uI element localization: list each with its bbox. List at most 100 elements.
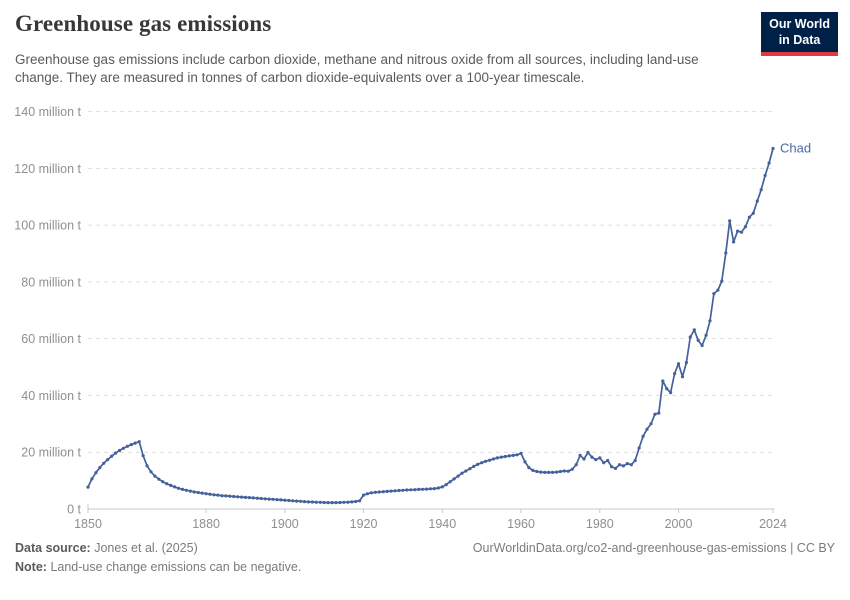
data-point [736,229,740,233]
data-point [692,328,696,332]
data-point [287,498,291,503]
data-source-line: Data source: Jones et al. (2025) [15,541,301,555]
data-point [728,219,732,223]
data-point [169,483,173,487]
data-point [574,463,578,467]
data-point [755,199,759,203]
data-point [476,462,480,466]
data-point [547,470,551,474]
x-axis-label: 2000 [665,517,693,531]
data-point [326,501,330,505]
data-point [381,490,385,494]
x-axis-label: 1900 [271,517,299,531]
data-point [641,434,645,438]
data-source-value: Jones et al. (2025) [94,541,198,555]
owid-logo-line2: in Data [778,32,821,47]
data-point [578,453,582,457]
data-point [405,488,409,492]
data-point [208,492,212,496]
data-point [653,412,657,416]
data-point [590,455,594,459]
data-point [306,500,311,504]
data-point [527,466,531,470]
x-axis-label: 1940 [428,517,456,531]
data-point [602,461,606,465]
data-point [302,500,307,504]
data-point [401,488,405,492]
data-point [318,500,322,504]
data-point [255,496,259,500]
chart-subtitle: Greenhouse gas emissions include carbon … [15,52,699,86]
chart-footer: Data source: Jones et al. (2025) Note: L… [15,541,835,579]
data-point [90,477,94,481]
series-line[interactable] [87,147,774,504]
data-point [633,458,637,463]
emissions-line-chart[interactable]: 0 t 20 million t 40 million t 60 million t 8… [0,95,850,555]
data-point [413,488,417,492]
data-point [491,457,496,461]
data-point [432,487,436,491]
data-point [673,372,677,376]
data-point [259,496,263,501]
data-point [98,466,102,470]
data-point [767,161,771,165]
data-point [397,488,401,493]
data-point [149,470,153,474]
data-point [216,493,220,497]
data-point [444,483,448,487]
data-point [267,497,271,501]
data-point [322,500,326,505]
data-point [338,500,342,505]
data-point [716,288,720,292]
data-point [460,471,464,475]
data-point [102,461,106,465]
data-point [184,488,188,492]
data-point [389,489,393,493]
y-axis-label: 20 million t [21,446,81,460]
data-point [279,498,283,502]
data-point [165,482,169,486]
data-point [436,486,440,490]
data-point [275,498,279,502]
data-point [759,188,763,192]
chart-canvas[interactable]: 0 t 20 million t 40 million t 60 million t 8… [0,95,850,555]
data-point [645,427,649,431]
owid-logo[interactable]: Our World in Data [761,12,838,57]
y-axis-label: 140 million t [14,105,81,119]
x-axis-label: 1880 [192,517,220,531]
data-point [649,422,653,426]
data-point [362,493,366,497]
data-point [243,495,248,499]
footer-left: Data source: Jones et al. (2025) Note: L… [15,541,301,579]
data-point [625,462,629,466]
data-point [739,230,744,234]
data-point [511,453,515,457]
x-axis-label: 1960 [507,517,535,531]
page-title: Greenhouse gas emissions [15,11,272,36]
note-label: Note: [15,560,47,574]
data-point [669,391,673,395]
data-point [448,480,452,484]
data-point [232,494,236,499]
data-point [472,464,476,468]
data-point [543,470,547,474]
data-point [558,469,563,474]
citation-link[interactable]: OurWorldinData.org/co2-and-greenhouse-ga… [472,541,835,555]
data-point [535,469,539,474]
data-point [295,499,299,503]
data-point [192,490,196,494]
data-point [582,457,586,461]
data-point [176,486,181,490]
data-point [94,471,98,475]
data-point [239,495,244,499]
data-point [425,487,429,491]
data-point [708,319,712,323]
data-point [121,446,125,450]
data-point [594,458,598,462]
data-point [125,444,129,448]
data-point [263,497,267,501]
data-point [342,500,346,504]
data-point [145,464,149,468]
data-point [598,456,602,460]
